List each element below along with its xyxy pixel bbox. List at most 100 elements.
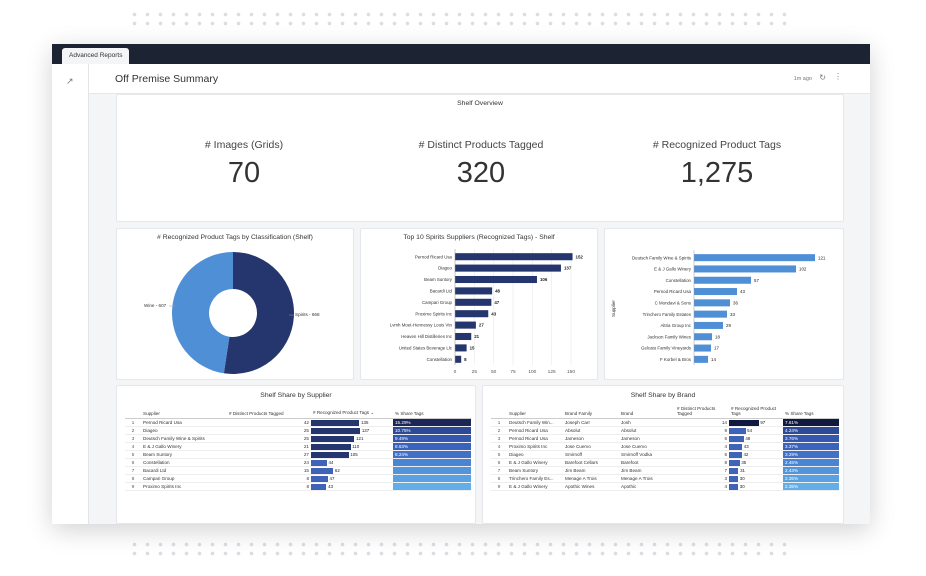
tags-bar-cell: 48 (729, 434, 783, 443)
bar (455, 264, 561, 272)
brand-family-cell: Smirnoff (563, 450, 619, 459)
tags-bar-cell: 62 (311, 466, 393, 475)
tags-bar (729, 483, 739, 489)
tags-bar (729, 443, 743, 449)
brand-family-cell: Absolut (563, 426, 619, 435)
distinct-cell: 27 (227, 450, 311, 459)
distinct-cell: 3 (675, 474, 729, 483)
row-index: 4 (125, 442, 141, 451)
column-header-sorted[interactable]: # Recognized Product Tags ⌄ (311, 404, 393, 419)
supplier-chart-panel: Deutsch Family Wine & Spirits 121 E & J Ga… (604, 228, 844, 380)
y-tick-label: Altria Group Inc (660, 323, 691, 328)
tags-bar (729, 435, 744, 441)
brand-family-cell: Jameson (563, 434, 619, 443)
column-header[interactable]: % Share Tags (783, 404, 839, 419)
tags-value: 42 (743, 451, 749, 457)
tags-bar-cell: 30 (729, 482, 783, 491)
table-row[interactable]: 3 Pernod Ricard Usa Jameson Jameson 6 48 3.76% (491, 434, 839, 443)
top-bar: Advanced Reports (52, 44, 870, 64)
row-index: 9 (491, 482, 507, 491)
tags-value: 48 (745, 435, 751, 441)
tags-value: 97 (760, 419, 766, 425)
column-header[interactable]: Brand (619, 404, 675, 419)
table-row[interactable]: 8 Trinchero Family Es... Menage A Trois Men… (491, 474, 839, 483)
refresh-icon[interactable]: ↻ (819, 73, 826, 82)
distinct-cell: 7 (675, 466, 729, 475)
x-tick-label: 75 (510, 369, 516, 375)
column-header[interactable]: % Share Tags (393, 404, 471, 419)
tags-bar-cell: 30 (729, 474, 783, 483)
more-vertical-icon[interactable]: ⋮ (834, 72, 842, 81)
data-label: 17 (714, 346, 719, 351)
brand-cell: Absolut (619, 426, 675, 435)
kpi-label: # Images (Grids) (204, 139, 284, 151)
column-header[interactable]: # Distinct Products Tagged (227, 404, 311, 419)
table-row[interactable]: 9 Proximo Spirits Inc 8 43 (125, 482, 471, 491)
brand-cell: Menage A Trois (619, 474, 675, 483)
share-cell (393, 474, 471, 483)
data-label: 57 (754, 278, 759, 283)
tags-bar-cell: 97 (729, 418, 783, 427)
table-row[interactable]: 7 Bacardi Ltd 15 62 (125, 466, 471, 475)
bar (455, 275, 537, 284)
table-row[interactable]: 5 Beam Suntory 27 105 8.24% (125, 450, 471, 459)
table-row[interactable]: 4 Proximo Spirits Inc Jose Cuervo Jose Cuer… (491, 442, 839, 451)
distinct-cell: 8 (227, 482, 311, 491)
row-index: 7 (125, 466, 141, 475)
app-window: Advanced Reports ↗ Off Premise Summary 1… (52, 44, 870, 524)
share-cell (393, 466, 471, 475)
brand-cell: Jameson (619, 434, 675, 443)
tab-advanced-reports[interactable]: Advanced Reports (62, 48, 130, 64)
table-row[interactable]: 1 Deutsch Family Win... Joseph Carr Josh 14 9… (491, 418, 839, 427)
y-tick-label: Jackson Family Wines (647, 334, 691, 339)
column-header[interactable]: Supplier (141, 404, 227, 419)
line-chart-icon[interactable]: ↗ (66, 76, 74, 86)
bar (694, 333, 712, 341)
table-row[interactable]: 1 Pernod Ricard Usa 42 135 15.29% (125, 418, 471, 427)
row-index: 8 (491, 474, 507, 483)
tags-bar (729, 427, 746, 433)
column-header[interactable]: Supplier (507, 404, 563, 419)
column-header[interactable]: Brand Family (563, 404, 619, 419)
tags-value: 30 (739, 475, 745, 481)
tags-bar-cell: 105 (311, 450, 393, 459)
shelf-overview-panel: Shelf Overview # Images (Grids) 70 # Dis… (116, 94, 844, 222)
table-row[interactable]: 2 Pernod Ricard Usa Absolut Absolut 9 54 4.24% (491, 426, 839, 435)
y-tick-label: Pernod Ricard Usa (654, 289, 692, 294)
table-row[interactable]: 3 Deutsch Family Wine & Spirits 25 121 9.49% (125, 434, 471, 443)
y-tick-label: Gelcato Family Vineyards (641, 346, 692, 351)
donut-chart: Spirits - 668 Wine - 607 (144, 252, 320, 374)
share-cell: 8.24% (393, 450, 471, 459)
brand-family-cell: Apothic Wines (563, 482, 619, 491)
brand-family-cell: Jose Cuervo (563, 442, 619, 451)
data-label: 36 (733, 300, 738, 305)
supplier-share-panel: Shelf Share by Supplier Supplier # Disti… (116, 385, 476, 524)
table-row[interactable]: 7 Beam Suntory Jim Beam Jim Beam 7 31 2.43% (491, 466, 839, 475)
index-header (125, 404, 141, 419)
data-label: 15 (470, 346, 475, 351)
table-row[interactable]: 5 Diageo Smirnoff Smirnoff Vodka 6 42 3.29% (491, 450, 839, 459)
share-cell: 10.75% (393, 426, 471, 435)
column-header[interactable]: # Recognized Product Tags (729, 404, 783, 419)
classification-chart-panel: # Recognized Product Tags by Classificat… (116, 228, 354, 380)
column-header[interactable]: # Distinct Products Tagged (675, 404, 729, 419)
chart-title: # Recognized Product Tags by Classificat… (157, 234, 313, 241)
tags-bar (311, 419, 360, 425)
tags-value: 54 (747, 427, 753, 433)
supplier-cell: E & J Gallo Winery (507, 458, 563, 467)
y-tick-label: Constellation (427, 357, 453, 362)
table-row[interactable]: 6 Constellation 24 44 (125, 458, 471, 467)
chevron-down-icon[interactable]: ⌄ (370, 409, 375, 415)
distinct-cell: 42 (227, 418, 311, 427)
table-row[interactable]: 8 Campari Group 8 47 (125, 474, 471, 483)
bar (694, 265, 796, 273)
bar (694, 321, 723, 329)
tags-bar (311, 435, 355, 441)
share-cell: 4.24% (783, 426, 839, 435)
kpi-label: # Recognized Product Tags (652, 139, 782, 151)
tags-bar-cell: 135 (311, 418, 393, 427)
table-row[interactable]: 2 Diageo 25 137 10.75% (125, 426, 471, 435)
